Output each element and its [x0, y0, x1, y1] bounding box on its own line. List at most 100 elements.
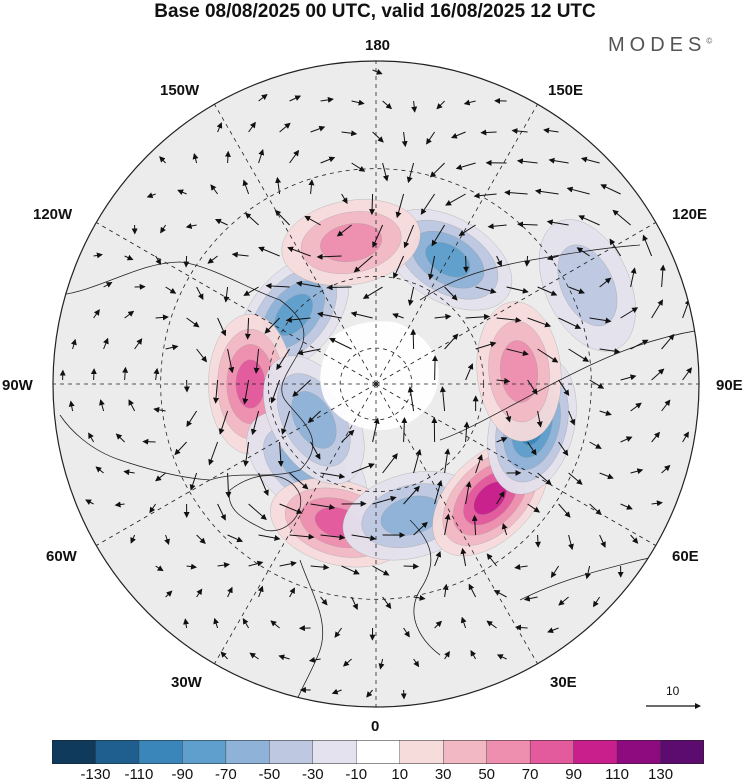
- colorbar-tick-label: 70: [521, 766, 539, 783]
- wind-vector: [196, 588, 203, 598]
- wind-vector: [382, 162, 389, 182]
- wind-vector: [501, 522, 508, 536]
- wind-vector: [155, 255, 162, 266]
- wind-vector: [463, 99, 476, 106]
- wind-vector: [444, 513, 451, 536]
- wind-vector: [114, 501, 125, 508]
- wind-vector: [217, 562, 230, 569]
- wind-vector: [310, 503, 336, 510]
- wind-vector: [326, 284, 352, 291]
- wind-vector: [231, 251, 249, 258]
- wind-vector: [289, 533, 315, 540]
- wind-vector: [208, 441, 219, 466]
- wind-vector: [568, 472, 583, 485]
- label-lon-180: 180: [365, 37, 391, 54]
- wind-vector: [630, 534, 639, 544]
- wind-vector: [160, 224, 167, 234]
- wind-vector: [242, 618, 250, 629]
- wind-vector: [70, 338, 77, 350]
- wind-vector: [130, 534, 136, 544]
- wind-vector: [527, 317, 552, 328]
- wind-vector: [351, 99, 365, 106]
- wind-vector: [274, 209, 290, 226]
- wind-vector: [465, 313, 490, 320]
- wind-vector: [661, 399, 671, 412]
- wind-vector: [620, 503, 633, 510]
- wind-vector: [403, 563, 420, 570]
- wind-vector: [308, 656, 321, 663]
- wind-vector: [444, 650, 450, 660]
- wind-vector: [568, 534, 574, 551]
- colorbar-segment: [269, 740, 314, 764]
- wind-vector: [558, 317, 582, 329]
- wind-vector: [103, 337, 109, 350]
- wind-vector: [250, 410, 260, 436]
- wind-vector: [558, 379, 570, 397]
- wind-vector: [431, 355, 438, 381]
- colorbar-tick-label: 10: [391, 766, 409, 783]
- wind-vector: [90, 368, 97, 381]
- wind-vector: [592, 596, 601, 608]
- wind-vector: [413, 594, 426, 601]
- colorbar-segment: [182, 740, 227, 764]
- wind-vector: [450, 131, 466, 139]
- brand-text: MODES: [608, 34, 707, 56]
- wind-vector: [336, 224, 352, 237]
- wind-vector: [413, 658, 420, 668]
- colorbar-tick-label: -30: [301, 766, 324, 783]
- wind-vector: [413, 521, 428, 536]
- colorbar-tick-label: 30: [434, 766, 452, 783]
- meridian: [96, 383, 377, 546]
- meridian: [375, 104, 538, 385]
- wind-vector: [227, 534, 244, 543]
- meridian: [214, 383, 377, 664]
- meridian: [96, 222, 377, 385]
- wind-vector: [455, 162, 476, 170]
- wind-vector: [431, 224, 446, 247]
- wind-vector: [630, 402, 642, 412]
- wind-vector: [186, 563, 197, 570]
- wind-vector: [546, 219, 569, 226]
- wind-vector: [568, 348, 590, 362]
- label-lon-120e: 120E: [672, 206, 708, 223]
- wind-vector: [153, 406, 166, 413]
- wind-vector: [310, 564, 330, 571]
- wind-vector: [578, 215, 600, 226]
- wind-vector: [480, 129, 497, 136]
- wind-vector: [351, 162, 366, 172]
- wind-vector: [248, 121, 256, 133]
- wind-vector: [378, 658, 385, 670]
- wind-vector: [434, 479, 443, 505]
- colorbar-tick-label: -90: [171, 766, 194, 783]
- wind-vector: [213, 379, 220, 404]
- wind-vector: [366, 689, 373, 698]
- colorbar: [52, 740, 704, 764]
- wind-vector: [134, 338, 143, 350]
- wind-vector: [514, 564, 528, 570]
- wind-vector: [543, 127, 559, 134]
- wind-vector: [496, 255, 502, 267]
- wind-vector: [445, 193, 466, 206]
- wind-vector: [165, 590, 173, 598]
- wind-vector: [506, 286, 529, 294]
- wind-vector: [207, 255, 218, 264]
- wind-vector: [217, 317, 227, 337]
- wind-vector: [458, 224, 476, 236]
- wind-vector: [183, 618, 190, 629]
- wind-vector: [244, 212, 259, 226]
- wind-vector: [320, 96, 334, 103]
- wind-vector: [320, 156, 336, 164]
- wind-vector: [496, 377, 511, 384]
- wind-vector: [265, 282, 290, 289]
- map-border: [52, 60, 700, 708]
- wind-vector: [536, 410, 543, 428]
- colorbar-segment: [312, 740, 357, 764]
- wind-vector: [392, 313, 404, 319]
- wind-vector: [242, 179, 250, 195]
- wind-vector: [122, 366, 129, 381]
- wind-vector: [401, 417, 408, 443]
- wind-vector: [249, 652, 259, 660]
- wind-vector: [320, 472, 346, 480]
- label-lon-60w: 60W: [46, 548, 77, 565]
